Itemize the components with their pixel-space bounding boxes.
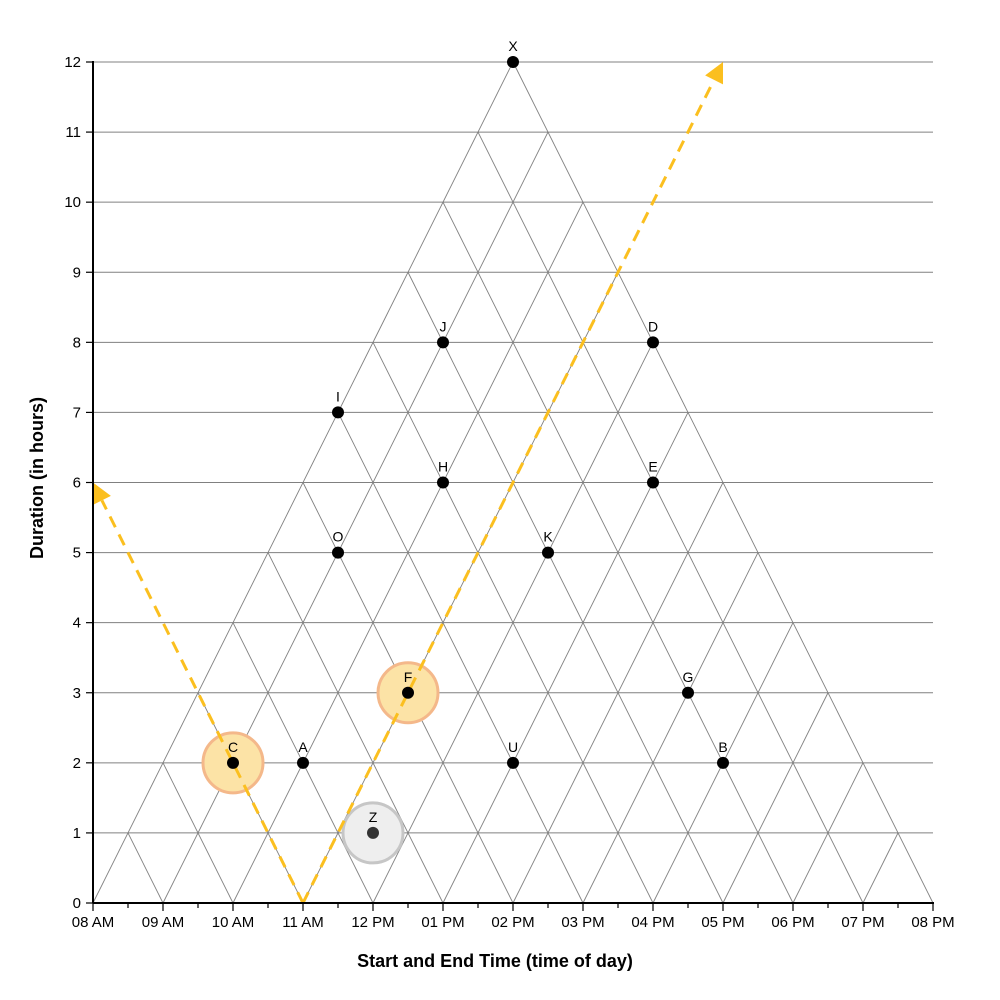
y-tick-label: 10 — [64, 194, 81, 211]
point-label-h: H — [438, 459, 448, 475]
data-point-a — [297, 756, 309, 769]
x-tick-label: 08 PM — [911, 914, 954, 931]
point-label-g: G — [683, 669, 694, 685]
point-label-f: F — [404, 669, 413, 685]
y-tick-label: 1 — [73, 825, 81, 842]
point-label-e: E — [648, 459, 657, 475]
point-label-k: K — [543, 529, 553, 545]
lattice-line-rising — [722, 692, 829, 904]
y-tick-label: 0 — [73, 895, 81, 912]
x-tick-label: 02 PM — [491, 914, 534, 931]
data-point-f — [402, 686, 414, 699]
y-tick-label: 9 — [73, 264, 81, 281]
x-tick-label: 11 AM — [282, 914, 323, 931]
x-tick-label: 01 PM — [421, 914, 464, 931]
lattice-line-falling — [267, 552, 444, 904]
grid-layer — [92, 61, 934, 904]
point-label-o: O — [333, 529, 344, 545]
point-label-d: D — [648, 318, 658, 334]
lattice-line-falling — [162, 762, 234, 904]
point-label-j: J — [440, 318, 447, 334]
arrow-head-2 — [705, 62, 724, 85]
data-point-h — [437, 476, 449, 489]
point-label-u: U — [508, 739, 518, 755]
lattice-line-falling — [337, 412, 584, 904]
lattice-line-falling — [127, 832, 164, 904]
y-tick-label: 4 — [73, 615, 81, 632]
arrow-line-1 — [100, 499, 305, 904]
x-tick-label: 06 PM — [771, 914, 814, 931]
point-label-x: X — [508, 38, 518, 54]
x-tick-label: 09 AM — [142, 914, 185, 931]
data-point-e — [647, 476, 659, 489]
point-layer: X J D I H E O K F G C A U B Z — [227, 38, 729, 839]
point-label-b: B — [718, 739, 727, 755]
data-point-z — [367, 826, 379, 839]
arrow-layer — [92, 62, 724, 904]
y-tick-label: 8 — [73, 334, 81, 351]
x-axis-title: Start and End Time (time of day) — [357, 951, 633, 971]
x-tick-label: 12 PM — [351, 914, 394, 931]
data-point-x — [507, 56, 519, 68]
x-tick-label: 10 AM — [212, 914, 255, 931]
y-tick-label: 3 — [73, 685, 81, 702]
data-point-o — [332, 546, 344, 559]
data-point-u — [507, 756, 519, 769]
x-tick-label: 08 AM — [72, 914, 115, 931]
y-tick-label: 5 — [73, 545, 81, 562]
y-tick-label: 7 — [73, 404, 81, 421]
point-label-a: A — [298, 739, 308, 755]
data-point-i — [332, 406, 344, 419]
lattice-line-falling — [512, 61, 934, 904]
data-point-k — [542, 546, 554, 559]
point-label-i: I — [336, 388, 340, 404]
y-tick-label: 2 — [73, 755, 81, 772]
lattice-line-rising — [582, 552, 759, 904]
y-axis-title: Duration (in hours) — [27, 397, 47, 559]
lattice-line-falling — [372, 342, 654, 904]
data-point-g — [682, 686, 694, 699]
data-point-j — [437, 336, 449, 349]
lattice-line-rising — [442, 412, 689, 904]
point-label-z: Z — [369, 809, 378, 825]
lattice-line-falling — [477, 131, 864, 904]
lattice-line-falling — [197, 692, 304, 904]
data-point-d — [647, 336, 659, 349]
y-tick-label: 6 — [73, 475, 81, 492]
y-tick-label: 11 — [65, 124, 81, 141]
lattice-line-rising — [862, 832, 899, 904]
arrow-line-2 — [301, 79, 716, 904]
data-point-b — [717, 756, 729, 769]
lattice-line-falling — [407, 272, 724, 904]
y-tick-label: 12 — [64, 54, 81, 71]
x-tick-label: 03 PM — [561, 914, 604, 931]
x-tick-label: 07 PM — [841, 914, 884, 931]
x-tick-label: 04 PM — [631, 914, 674, 931]
lattice-line-falling — [442, 201, 794, 904]
point-label-c: C — [228, 739, 238, 755]
x-tick-label: 05 PM — [701, 914, 744, 931]
data-point-c — [227, 756, 239, 769]
arrow-head-1 — [92, 482, 111, 505]
